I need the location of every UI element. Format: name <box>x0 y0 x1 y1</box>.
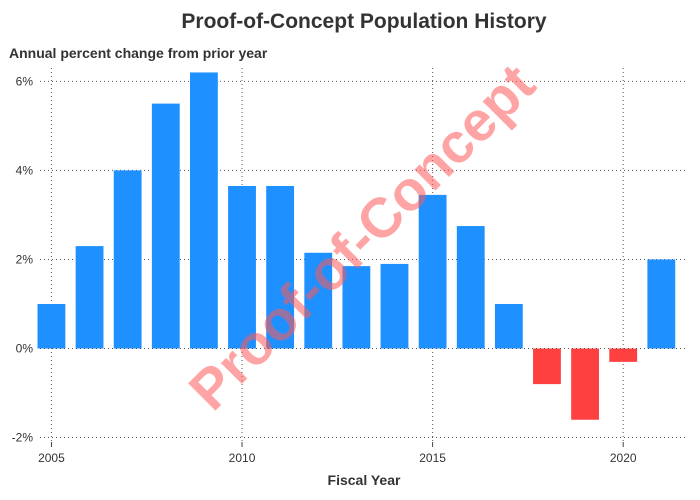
bar <box>75 246 104 349</box>
x-axis-label: Fiscal Year <box>328 472 401 488</box>
bar <box>189 72 218 349</box>
y-tick-label: -2% <box>12 431 34 445</box>
x-tick-label: 2015 <box>419 451 446 465</box>
bar <box>418 194 447 349</box>
y-tick-label: 6% <box>16 74 34 88</box>
y-tick-label: 2% <box>16 252 34 266</box>
bar <box>456 226 485 349</box>
bar <box>304 252 333 349</box>
bar <box>342 266 371 349</box>
bar <box>37 303 66 349</box>
bar <box>494 303 523 349</box>
x-tick-label: 2005 <box>38 451 65 465</box>
bar <box>228 185 256 349</box>
tick-labels: -2% 0% 2% 4% 6% 2005 2010 2015 2020 <box>12 74 637 465</box>
axes <box>40 348 688 447</box>
bar <box>151 103 180 349</box>
y-axis-label: Annual percent change from prior year <box>9 45 268 61</box>
x-tick-label: 2020 <box>610 451 637 465</box>
y-tick-label: 0% <box>16 342 34 356</box>
bar <box>647 259 676 349</box>
x-tick-label: 2010 <box>229 451 256 465</box>
bar <box>533 348 561 385</box>
bar <box>609 348 638 362</box>
y-tick-label: 4% <box>16 163 34 177</box>
bar <box>571 348 599 420</box>
bar <box>113 170 142 349</box>
bar <box>380 263 409 349</box>
chart-title: Proof-of-Concept Population History <box>181 10 546 33</box>
bar <box>266 185 295 349</box>
bars <box>37 72 676 420</box>
